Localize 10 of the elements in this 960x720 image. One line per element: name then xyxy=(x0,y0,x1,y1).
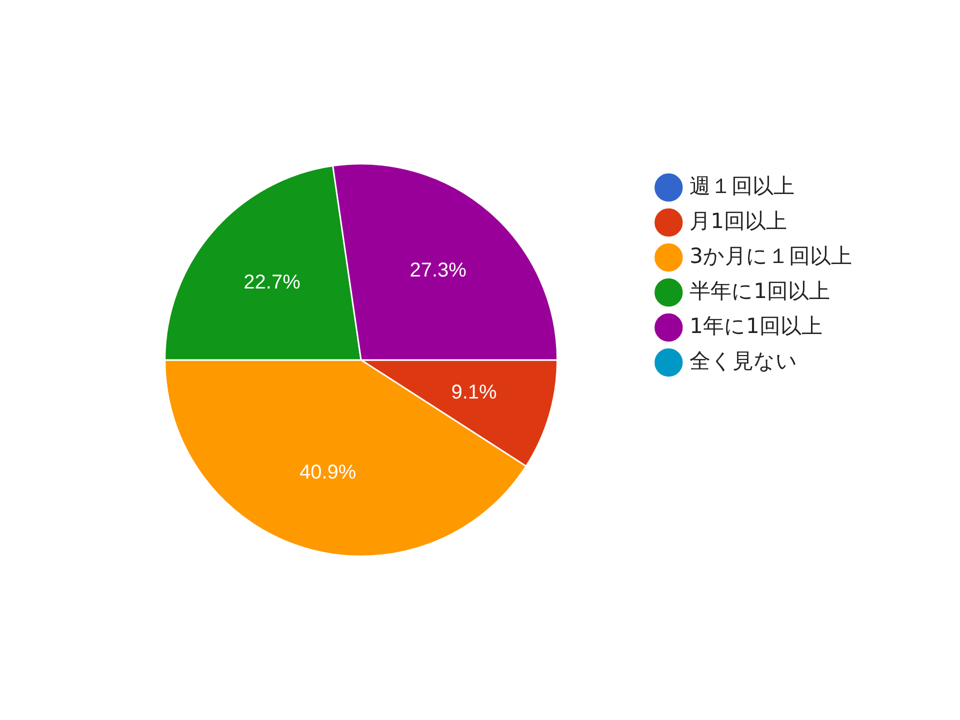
data-label: 27.3% xyxy=(410,259,467,282)
legend-label: 1年に1回以上 xyxy=(690,314,822,338)
legend-label: 月1回以上 xyxy=(690,208,788,233)
legend-label: 全く見ない xyxy=(690,348,798,373)
legend-label: 半年に1回以上 xyxy=(690,278,830,303)
data-label: 9.1% xyxy=(451,382,498,404)
legend-label: 3か月に１回以上 xyxy=(690,244,852,268)
legend-label: 週１回以上 xyxy=(690,174,795,198)
data-label: 22.7% xyxy=(244,271,301,294)
data-label: 40.9% xyxy=(300,461,356,484)
